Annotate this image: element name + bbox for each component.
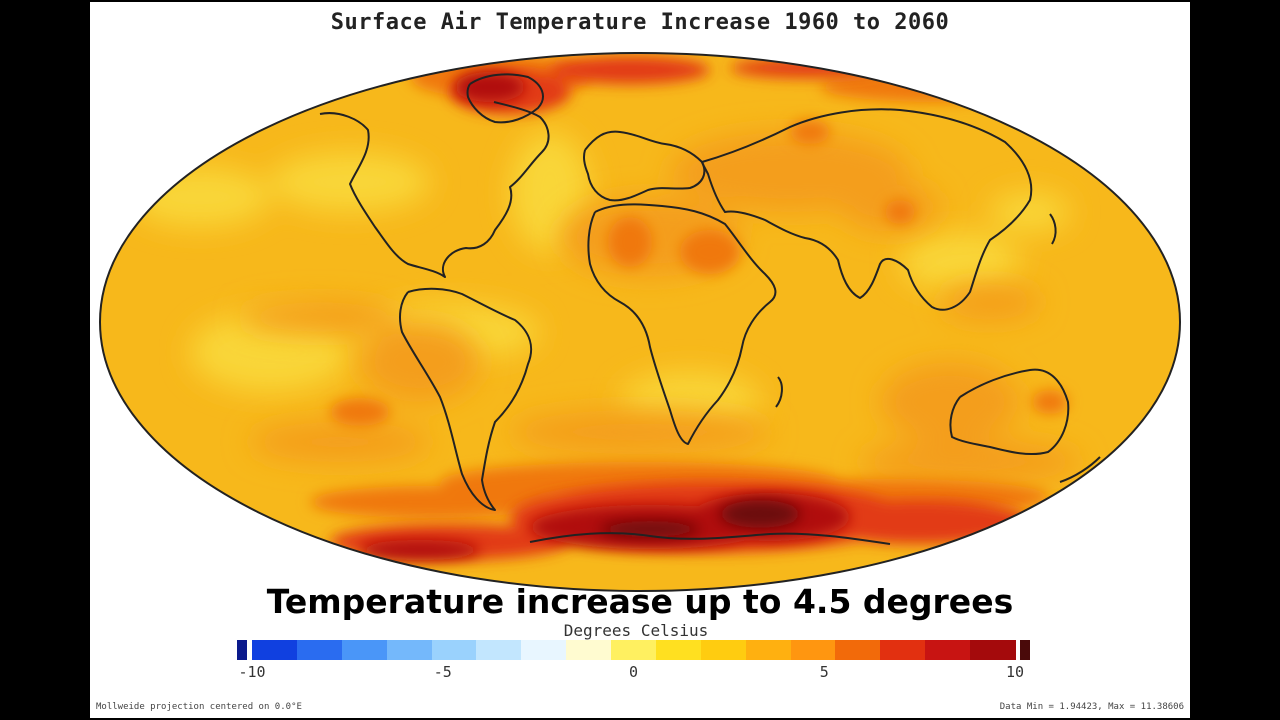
new-zealand-coast [1059, 456, 1101, 483]
figure-frame: Surface Air Temperature Increase 1960 to… [90, 2, 1190, 718]
temperature-field [130, 55, 1101, 560]
globe-outline [99, 52, 1181, 592]
color-scale-cell [386, 640, 433, 660]
color-scale-cell [521, 640, 567, 660]
color-scale-cell [476, 640, 522, 660]
color-scale-cell [745, 640, 792, 660]
eurasia-coast [701, 108, 1033, 311]
color-scale-cell [296, 640, 343, 660]
japan-coast [1049, 213, 1057, 245]
madagascar-coast [775, 376, 783, 408]
color-scale-cell [835, 640, 881, 660]
north-america-coast [319, 101, 550, 278]
color-scale-tick-label: 10 [1005, 663, 1025, 681]
australia-coast [949, 368, 1070, 456]
greenland-coast [466, 73, 544, 124]
color-scale-bar [237, 640, 1030, 660]
temperature-map [99, 52, 1181, 592]
chart-title: Surface Air Temperature Increase 1960 to… [330, 10, 950, 35]
data-range-note: Data Min = 1.94423, Max = 11.38606 [999, 702, 1184, 712]
color-scale-cell [237, 640, 247, 660]
color-scale-tick-label: -5 [433, 663, 452, 681]
overlay-caption: Temperature increase up to 4.5 degrees [266, 582, 1014, 621]
legend-label: Degrees Celsius [563, 621, 709, 640]
color-scale-cell [970, 640, 1016, 660]
antarctica-coast [529, 532, 891, 545]
color-scale-cell [925, 640, 971, 660]
color-scale-cell [252, 640, 298, 660]
coastlines [319, 73, 1101, 545]
europe-coast [583, 130, 706, 202]
color-scale-tick-label: -10 [238, 663, 266, 681]
color-scale-cell [700, 640, 747, 660]
color-scale-tick-label: 0 [628, 663, 639, 681]
low-warming-regions [130, 132, 1070, 432]
color-scale-cell [880, 640, 926, 660]
color-scale-cell [1020, 640, 1030, 660]
color-scale-tick-label: 5 [819, 663, 829, 681]
color-scale-cell [431, 640, 477, 660]
africa-coast [587, 203, 777, 445]
projection-note: Mollweide projection centered on 0.0°E [96, 702, 302, 712]
color-scale-cell [790, 640, 837, 660]
color-scale-cell [611, 640, 657, 660]
color-scale-cell [566, 640, 612, 660]
south-america-coast [399, 287, 533, 511]
color-scale-cell [341, 640, 388, 660]
color-scale-cell [655, 640, 702, 660]
